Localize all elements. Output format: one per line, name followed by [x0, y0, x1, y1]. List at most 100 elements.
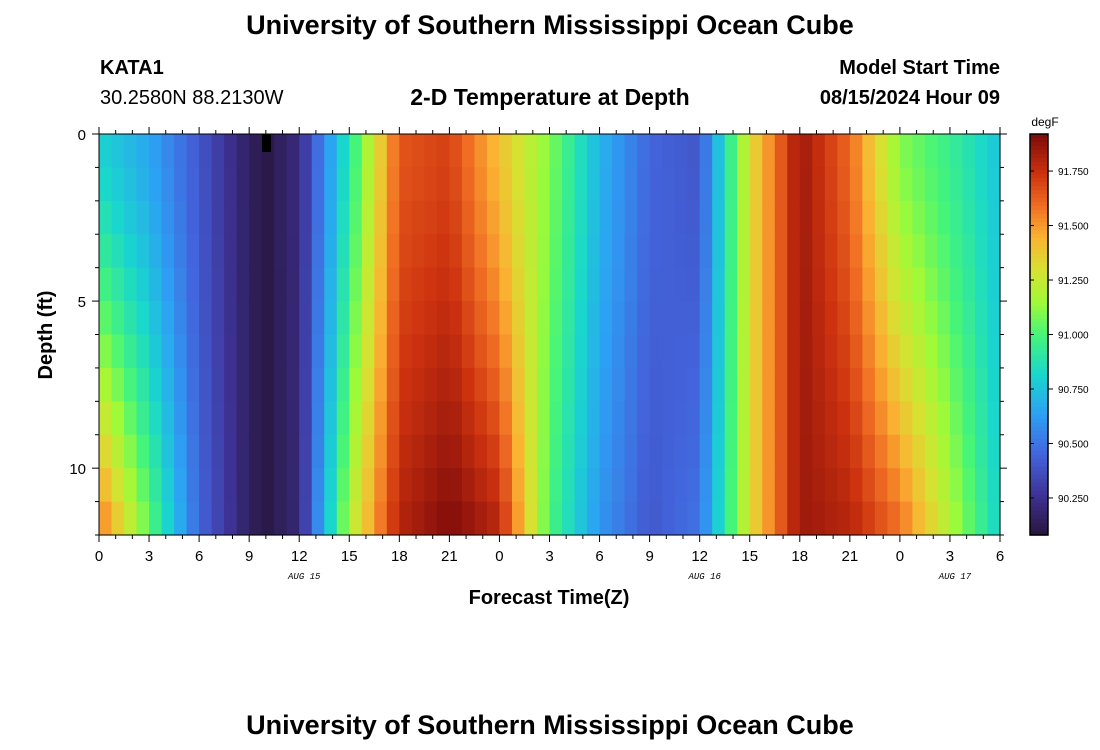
heatmap-cell: [524, 301, 538, 336]
heatmap-cell: [862, 401, 876, 436]
heatmap-cell: [687, 167, 701, 202]
heatmap-cell: [224, 468, 238, 503]
heatmap-cell: [386, 401, 400, 436]
heatmap-cell: [649, 434, 663, 469]
heatmap-cell: [361, 200, 375, 235]
colorbar-segment: [1030, 474, 1048, 480]
heatmap-cell: [987, 301, 1001, 336]
heatmap-cell: [662, 200, 676, 235]
heatmap-cell: [674, 200, 688, 235]
heatmap-cell: [849, 134, 863, 169]
heatmap-cell: [199, 234, 213, 269]
heatmap-cell: [649, 301, 663, 336]
heatmap-cell: [286, 200, 300, 235]
heatmap-cell: [949, 267, 964, 302]
heatmap-cell: [762, 301, 776, 336]
colorbar-segment: [1030, 314, 1048, 320]
colorbar-segment: [1030, 478, 1048, 484]
heatmap-cell: [637, 267, 651, 302]
heatmap-cell: [424, 401, 438, 436]
heatmap-cell: [699, 234, 713, 269]
colorbar-segment: [1030, 450, 1048, 456]
heatmap-cell: [849, 200, 863, 235]
heatmap-cell: [511, 334, 526, 369]
heatmap-cell: [662, 301, 676, 336]
heatmap-cell: [124, 167, 138, 202]
heatmap-cell: [587, 267, 601, 302]
colorbar-segment: [1030, 422, 1048, 428]
colorbar-segment: [1030, 514, 1048, 520]
heatmap-cell: [824, 301, 838, 336]
heatmap-cell: [361, 267, 375, 302]
heatmap-cell: [874, 367, 888, 402]
heatmap-cell: [361, 301, 375, 336]
colorbar-segment: [1030, 134, 1048, 139]
heatmap-cell: [349, 301, 363, 336]
heatmap-cell: [474, 434, 488, 469]
heatmap-cell: [862, 434, 876, 469]
heatmap-cell: [612, 401, 626, 436]
heatmap-cell: [124, 334, 138, 369]
heatmap-cell: [949, 334, 964, 369]
heatmap-cell: [449, 401, 463, 436]
heatmap-cell: [949, 134, 964, 169]
date-label: AUG 17: [938, 572, 972, 582]
heatmap-cell: [161, 167, 175, 202]
heatmap-cell: [574, 367, 588, 402]
colorbar-segment: [1030, 334, 1048, 340]
heatmap-cell: [949, 367, 964, 402]
heatmap-cell: [111, 134, 125, 169]
heatmap-cell: [812, 301, 826, 336]
heatmap-cell: [411, 167, 425, 202]
heatmap-cell: [849, 501, 863, 536]
heatmap-cell: [486, 367, 501, 402]
heatmap-cell: [111, 267, 125, 302]
heatmap-cell: [111, 501, 125, 536]
heatmap-cell: [224, 200, 238, 235]
heatmap-cell: [637, 234, 651, 269]
heatmap-cell: [224, 334, 238, 369]
heatmap-cell: [511, 134, 526, 169]
heatmap-cell: [161, 267, 175, 302]
heatmap-cell: [211, 267, 225, 302]
heatmap-cell: [687, 301, 701, 336]
heatmap-cell: [474, 301, 488, 336]
heatmap-cell: [111, 401, 125, 436]
heatmap-cell: [649, 134, 663, 169]
heatmap-cell: [524, 234, 538, 269]
heatmap-cell: [837, 334, 851, 369]
colorbar-tick-label: 91.750: [1058, 167, 1089, 178]
heatmap-cell: [687, 134, 701, 169]
heatmap-cell: [962, 134, 976, 169]
heatmap-cell: [987, 267, 1001, 302]
heatmap-cell: [436, 334, 450, 369]
heatmap-cell: [624, 200, 638, 235]
heatmap-cell: [599, 167, 613, 202]
heatmap-cell: [136, 367, 150, 402]
heatmap-cell: [399, 301, 413, 336]
heatmap-cell: [662, 134, 676, 169]
heatmap-cell: [787, 234, 801, 269]
colorbar-segment: [1030, 242, 1048, 247]
heatmap-cell: [837, 234, 851, 269]
heatmap-cell: [924, 200, 939, 235]
colorbar-segment: [1030, 246, 1048, 251]
heatmap-cell: [424, 167, 438, 202]
colorbar-segment: [1030, 394, 1048, 400]
heatmap-cell: [261, 267, 275, 302]
heatmap-cell: [474, 501, 488, 536]
heatmap-cell: [637, 167, 651, 202]
heatmap-cell: [674, 468, 688, 503]
heatmap-cell: [737, 234, 751, 269]
heatmap-cell: [99, 234, 113, 269]
heatmap-cell: [249, 434, 263, 469]
heatmap-cell: [862, 334, 876, 369]
heatmap-cell: [549, 301, 563, 336]
heatmap-cell: [499, 267, 513, 302]
colorbar-segment: [1030, 354, 1048, 360]
colorbar-segment: [1030, 166, 1048, 171]
heatmap-cell: [499, 301, 513, 336]
heatmap-cell: [249, 134, 263, 169]
heatmap-cell: [111, 367, 125, 402]
x-tick-label: 3: [946, 548, 954, 565]
